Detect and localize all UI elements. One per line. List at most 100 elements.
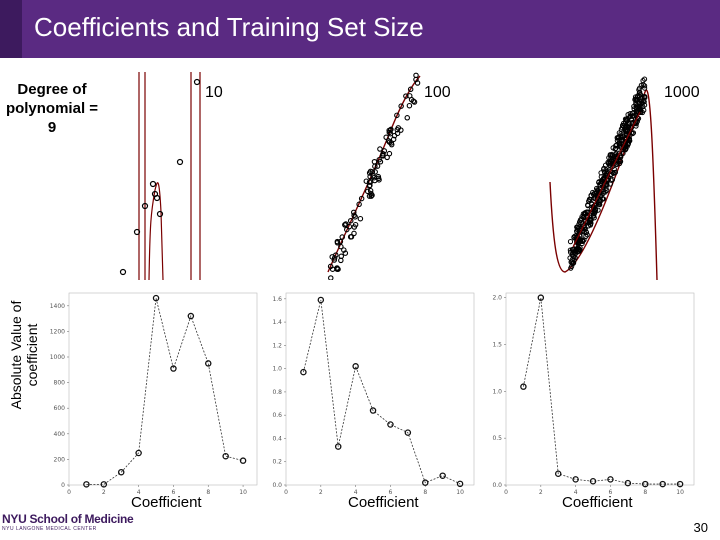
- data-point: [589, 478, 597, 485]
- fit-curve-overlay: [572, 111, 641, 248]
- sample-point: [339, 234, 345, 240]
- sample-point: [590, 210, 596, 216]
- data-point: [352, 363, 359, 370]
- y-tick-label: 1.5: [492, 342, 502, 349]
- sample-point: [351, 224, 358, 230]
- y-tick-label: 0.4: [272, 435, 282, 442]
- y-tick-label: 1.0: [272, 366, 282, 373]
- sample-point: [351, 212, 357, 219]
- sample-point: [569, 247, 576, 253]
- x-tick-label: 10: [239, 489, 247, 496]
- x-tick-label: 2: [539, 489, 543, 496]
- y-tick-label: 1.0: [492, 388, 502, 395]
- y-tick-label: 0.2: [272, 459, 282, 466]
- data-point: [205, 360, 212, 367]
- data-point: [300, 368, 307, 376]
- sample-point: [568, 259, 574, 265]
- sample-point: [404, 115, 411, 121]
- y-tick-label: 800: [54, 380, 66, 387]
- sample-point: [615, 154, 621, 160]
- degree-label: Degree of polynomial = 9: [5, 81, 99, 136]
- sample-point: [621, 123, 627, 129]
- sample-point: [599, 178, 605, 184]
- sample-point: [338, 243, 344, 250]
- sample-point: [614, 137, 620, 144]
- sample-point: [607, 181, 613, 187]
- sample-point: [329, 266, 336, 272]
- sample-point: [335, 266, 341, 272]
- sample-point: [600, 196, 606, 202]
- y-tick-label: 1400: [50, 303, 65, 310]
- sample-point: [366, 170, 373, 176]
- y-tick-label: 600: [54, 405, 66, 412]
- x-tick-label: 4: [574, 489, 578, 496]
- y-tick-label: 0.6: [272, 412, 282, 419]
- sample-point: [367, 187, 374, 194]
- sample-point: [376, 156, 382, 163]
- sample-point: [388, 126, 394, 133]
- sample-point: [381, 148, 388, 154]
- sample-point: [342, 222, 348, 228]
- sample-point: [593, 185, 600, 192]
- sample-point: [612, 170, 618, 176]
- coef-chart-10: 0 200 400 600 800 1000 1200 1400 0 2 4 6 8 10: [50, 292, 258, 496]
- x-axis-label-1: Coefficient: [131, 494, 202, 511]
- sample-point: [372, 169, 378, 175]
- x-tick-label: 0: [67, 489, 71, 496]
- data-point: [537, 294, 545, 301]
- sample-point: [341, 247, 347, 253]
- sample-point: [193, 78, 201, 86]
- data-point: [439, 472, 446, 479]
- sample-point: [367, 173, 373, 180]
- data-point: [239, 457, 247, 464]
- y-axis-label: Absolute Value of coefficient: [8, 300, 40, 410]
- data-point: [456, 480, 464, 488]
- data-point: [222, 452, 229, 460]
- sample-point: [613, 145, 619, 151]
- nyu-logo: NYU School of Medicine NYU LANGONE MEDIC…: [2, 512, 134, 538]
- sample-point: [595, 199, 602, 206]
- sample-point: [642, 95, 648, 101]
- sample-point: [588, 220, 594, 226]
- sample-point: [572, 248, 578, 254]
- sample-point: [567, 247, 573, 253]
- x-tick-label: 8: [423, 489, 427, 496]
- sample-point: [591, 190, 598, 196]
- x-axis-label-3: Coefficient: [562, 494, 633, 511]
- x-tick-label: 10: [456, 489, 464, 496]
- sample-point: [624, 136, 630, 142]
- sample-point: [588, 193, 594, 199]
- data-point: [676, 480, 684, 488]
- sample-point: [581, 210, 588, 216]
- sample-point: [119, 268, 127, 276]
- data-point: [607, 476, 614, 483]
- data-point: [369, 407, 377, 414]
- slide-title: Coefficients and Training Set Size: [34, 12, 424, 42]
- sample-point: [368, 193, 375, 199]
- sample-point: [584, 232, 590, 238]
- sample-point: [369, 192, 375, 198]
- sample-point: [377, 146, 383, 152]
- sample-point: [133, 228, 141, 236]
- y-tick-label: 200: [54, 456, 66, 463]
- data-point: [642, 480, 649, 488]
- data-point: [83, 481, 90, 488]
- sample-point: [567, 239, 574, 245]
- sample-point: [591, 213, 597, 219]
- y-tick-label: 0.8: [272, 389, 282, 396]
- data-point: [554, 470, 562, 478]
- plot-frame: [68, 292, 258, 486]
- x-tick-label: 8: [643, 489, 647, 496]
- sample-point: [571, 259, 577, 266]
- sample-point: [334, 240, 341, 246]
- sample-point: [141, 202, 149, 210]
- sample-point: [609, 177, 616, 183]
- series-line: [86, 298, 244, 485]
- data-point: [170, 365, 177, 372]
- sample-point: [627, 113, 634, 119]
- sample-point: [406, 93, 413, 99]
- x-tick-label: 0: [284, 489, 288, 496]
- y-tick-label: 2.0: [492, 295, 502, 302]
- sample-point: [347, 217, 354, 224]
- sample-point: [575, 248, 581, 254]
